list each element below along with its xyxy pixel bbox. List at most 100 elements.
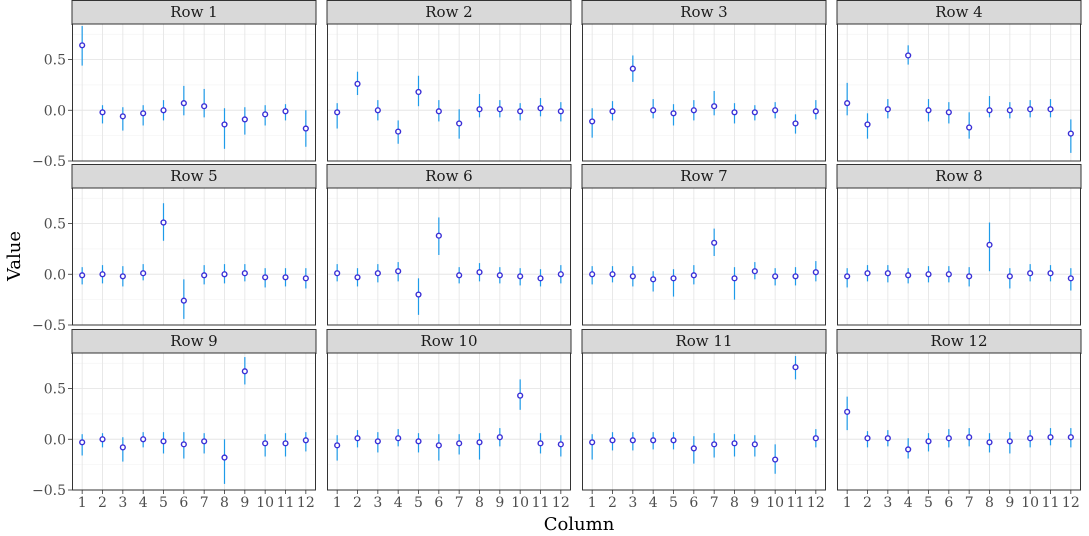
facet-plot-area bbox=[582, 24, 826, 161]
data-point bbox=[160, 219, 167, 226]
data-point bbox=[650, 107, 657, 114]
facet-panel-3: Row 3 bbox=[581, 0, 827, 162]
x-tick-label: 2 bbox=[863, 495, 872, 511]
data-point bbox=[241, 368, 248, 375]
x-tick-label: 3 bbox=[373, 495, 382, 511]
x-tick-label: 5 bbox=[924, 495, 933, 511]
data-point bbox=[557, 271, 564, 278]
data-point bbox=[79, 439, 86, 446]
data-point bbox=[772, 456, 779, 463]
x-tick-label: 11 bbox=[1042, 495, 1060, 511]
data-point bbox=[1006, 438, 1013, 445]
facet-panel-5: Row 5 −0.5 0.0 0.5 bbox=[32, 164, 317, 334]
data-point bbox=[945, 109, 952, 116]
facet-strip bbox=[836, 0, 1082, 25]
facet-strip-label: Row 6 bbox=[425, 167, 472, 185]
facet-panel-11: Row 111 2 3 4 5 6 7 8 9 10 11 12 bbox=[581, 329, 827, 511]
data-point bbox=[1047, 270, 1054, 277]
data-point bbox=[844, 100, 851, 107]
facet-strip bbox=[326, 0, 572, 25]
data-point bbox=[435, 442, 442, 449]
facet-panel-border bbox=[582, 187, 826, 326]
facet-strip-label: Row 1 bbox=[170, 3, 217, 21]
data-point bbox=[844, 273, 851, 280]
facet-plot-area bbox=[582, 188, 826, 325]
x-tick-label: 6 bbox=[434, 495, 443, 511]
data-point bbox=[1047, 106, 1054, 113]
x-axis-title: Column bbox=[544, 514, 615, 535]
facet-plot-area bbox=[837, 188, 1081, 325]
data-point bbox=[751, 268, 758, 275]
x-tick-label: 10 bbox=[766, 495, 784, 511]
data-point bbox=[537, 440, 544, 447]
x-tick-label: 2 bbox=[353, 495, 362, 511]
data-point bbox=[711, 441, 718, 448]
x-tick-label: 11 bbox=[532, 495, 550, 511]
data-point bbox=[609, 437, 616, 444]
data-point bbox=[557, 108, 564, 115]
data-point bbox=[435, 232, 442, 239]
data-point bbox=[517, 273, 524, 280]
data-point bbox=[751, 109, 758, 116]
x-tick-label: 1 bbox=[843, 495, 852, 511]
x-tick-label: 7 bbox=[965, 495, 974, 511]
y-tick-label: −0.5 bbox=[32, 483, 66, 499]
data-point bbox=[456, 120, 463, 127]
data-point bbox=[99, 436, 106, 443]
data-point bbox=[690, 107, 697, 114]
data-point bbox=[629, 437, 636, 444]
facet-plot-area bbox=[327, 24, 571, 161]
data-point bbox=[282, 108, 289, 115]
data-point bbox=[772, 107, 779, 114]
data-point bbox=[1027, 270, 1034, 277]
data-point bbox=[792, 273, 799, 280]
data-point bbox=[180, 297, 187, 304]
data-point bbox=[354, 435, 361, 442]
data-point bbox=[160, 107, 167, 114]
facet-panel-border bbox=[327, 352, 571, 491]
facet-plot-area bbox=[72, 353, 316, 490]
data-point bbox=[864, 435, 871, 442]
x-tick-label: 7 bbox=[200, 495, 209, 511]
data-point bbox=[79, 272, 86, 279]
facet-strip bbox=[581, 164, 827, 189]
facets-layer: Row 1 −0.5 0.0 0.5 Row 2 Row 3 Row 4 Row 5 −0.5 0… bbox=[32, 0, 1082, 511]
data-point bbox=[1006, 273, 1013, 280]
x-tick-label: 3 bbox=[628, 495, 637, 511]
data-point bbox=[966, 434, 973, 441]
y-tick-label: 0.5 bbox=[44, 53, 66, 69]
data-point bbox=[986, 439, 993, 446]
data-point bbox=[201, 438, 208, 445]
data-point bbox=[435, 108, 442, 115]
facet-panel-7: Row 7 bbox=[581, 164, 827, 326]
data-point bbox=[731, 275, 738, 282]
data-point bbox=[201, 272, 208, 279]
data-point bbox=[496, 272, 503, 279]
y-tick-label: 0.0 bbox=[44, 103, 66, 119]
data-point bbox=[180, 441, 187, 448]
data-point bbox=[1006, 107, 1013, 114]
data-point bbox=[119, 113, 126, 120]
data-point bbox=[557, 441, 564, 448]
data-point bbox=[517, 392, 524, 399]
x-tick-label: 1 bbox=[78, 495, 87, 511]
data-point bbox=[241, 270, 248, 277]
data-point bbox=[986, 241, 993, 248]
x-tick-label: 5 bbox=[159, 495, 168, 511]
x-tick-label: 9 bbox=[240, 495, 249, 511]
data-point bbox=[241, 116, 248, 123]
data-point bbox=[589, 439, 596, 446]
data-point bbox=[905, 272, 912, 279]
data-point bbox=[864, 270, 871, 277]
x-tick-label: 12 bbox=[807, 495, 825, 511]
data-point bbox=[395, 435, 402, 442]
facet-panel-6: Row 6 bbox=[326, 164, 572, 326]
facet-panel-border bbox=[582, 23, 826, 162]
facet-plot-area bbox=[72, 188, 316, 325]
data-point bbox=[650, 276, 657, 283]
data-point bbox=[925, 438, 932, 445]
facet-strip-label: Row 11 bbox=[675, 332, 732, 350]
data-point bbox=[395, 268, 402, 275]
y-tick-label: 0.5 bbox=[44, 217, 66, 233]
x-tick-label: 9 bbox=[1005, 495, 1014, 511]
